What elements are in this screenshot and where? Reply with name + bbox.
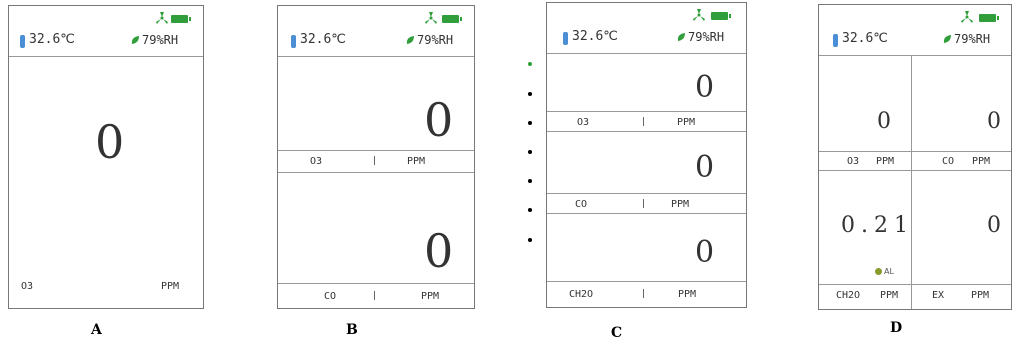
fan-icon [425,12,437,24]
reading-value: 0 [695,150,715,185]
caption-a: A [91,322,102,338]
temperature-readout: 32.6℃ [300,32,346,47]
reading-value: 0 [95,115,125,169]
page-dot[interactable] [528,62,532,66]
alarm-icon [875,268,882,275]
humidity-leaf-icon [131,36,139,44]
humidity-leaf-icon [677,33,685,41]
reading-value: 0 [695,235,715,270]
gas-label: CO [575,199,588,210]
fan-icon [961,11,973,23]
gas-label: CH2O [836,290,861,301]
thermometer-icon [833,34,838,47]
gas-label: O3 [21,281,34,292]
temperature-readout: 32.6℃ [29,32,75,47]
caption-c: C [611,325,623,341]
unit-label: PPM [671,199,690,210]
unit-label: PPM [876,156,895,167]
reading-value: 0 [987,213,1001,238]
reading-value: 0 [695,70,715,105]
reading-value: 0 [877,109,891,134]
gas-label: EX [932,290,945,301]
screen-a: 32.6℃ 79%RH 0 O3 PPM [8,5,204,309]
battery-icon [711,12,731,20]
unit-label: PPM [677,117,696,128]
reading-value: 0 [424,224,454,278]
unit-label: PPM [407,156,426,167]
unit-label: PPM [421,291,440,302]
humidity-readout: 79%RH [688,30,725,44]
humidity-readout: 79%RH [954,32,991,46]
caption-d: D [890,320,903,336]
fan-icon [156,12,168,24]
unit-label: PPM [971,290,990,301]
gas-label: O3 [847,156,860,167]
thermometer-icon [20,35,25,48]
fan-icon [693,9,705,21]
unit-label: PPM [972,156,991,167]
page-dot[interactable] [528,150,532,154]
battery-icon [979,14,999,22]
humidity-readout: 79%RH [142,33,179,47]
reading-value: 0 [424,93,454,147]
unit-label: PPM [678,289,697,300]
alarm-indicator: AL [875,267,894,276]
gas-label: O3 [310,156,323,167]
humidity-leaf-icon [406,36,414,44]
thermometer-icon [563,32,568,45]
battery-icon [442,15,462,23]
reading-value: 0.21 [841,213,914,238]
page-dot[interactable] [528,179,532,183]
page-dot[interactable] [528,208,532,212]
unit-label: PPM [161,281,180,292]
status-bar: 32.6℃ 79%RH [278,6,474,57]
page-dot[interactable] [528,92,532,96]
page-dot[interactable] [528,238,532,242]
screen-d: 32.6℃ 79%RH 0 O3 PPM 0 CO PPM 0.21 AL CH… [818,4,1012,310]
caption-b: B [346,322,358,338]
status-bar: 32.6℃ 79%RH [547,3,746,54]
page-dot[interactable] [528,121,532,125]
gas-label: CO [324,291,337,302]
humidity-readout: 79%RH [417,33,454,47]
thermometer-icon [291,35,296,48]
temperature-readout: 32.6℃ [842,31,888,46]
screen-b: 32.6℃ 79%RH 0 O3 PPM 0 CO PPM [277,5,475,309]
status-bar: 32.6℃ 79%RH [9,6,203,57]
reading-value: 0 [987,109,1001,134]
temperature-readout: 32.6℃ [572,29,618,44]
unit-label: PPM [880,290,899,301]
gas-label: CH2O [569,289,594,300]
battery-icon [171,15,191,23]
gas-label: CO [942,156,955,167]
alarm-label: AL [884,267,894,276]
screen-c: 32.6℃ 79%RH 0 O3 PPM 0 CO PPM 0 CH2O PPM [546,2,747,308]
humidity-leaf-icon [943,35,951,43]
gas-label: O3 [577,117,590,128]
status-bar: 32.6℃ 79%RH [819,5,1011,56]
